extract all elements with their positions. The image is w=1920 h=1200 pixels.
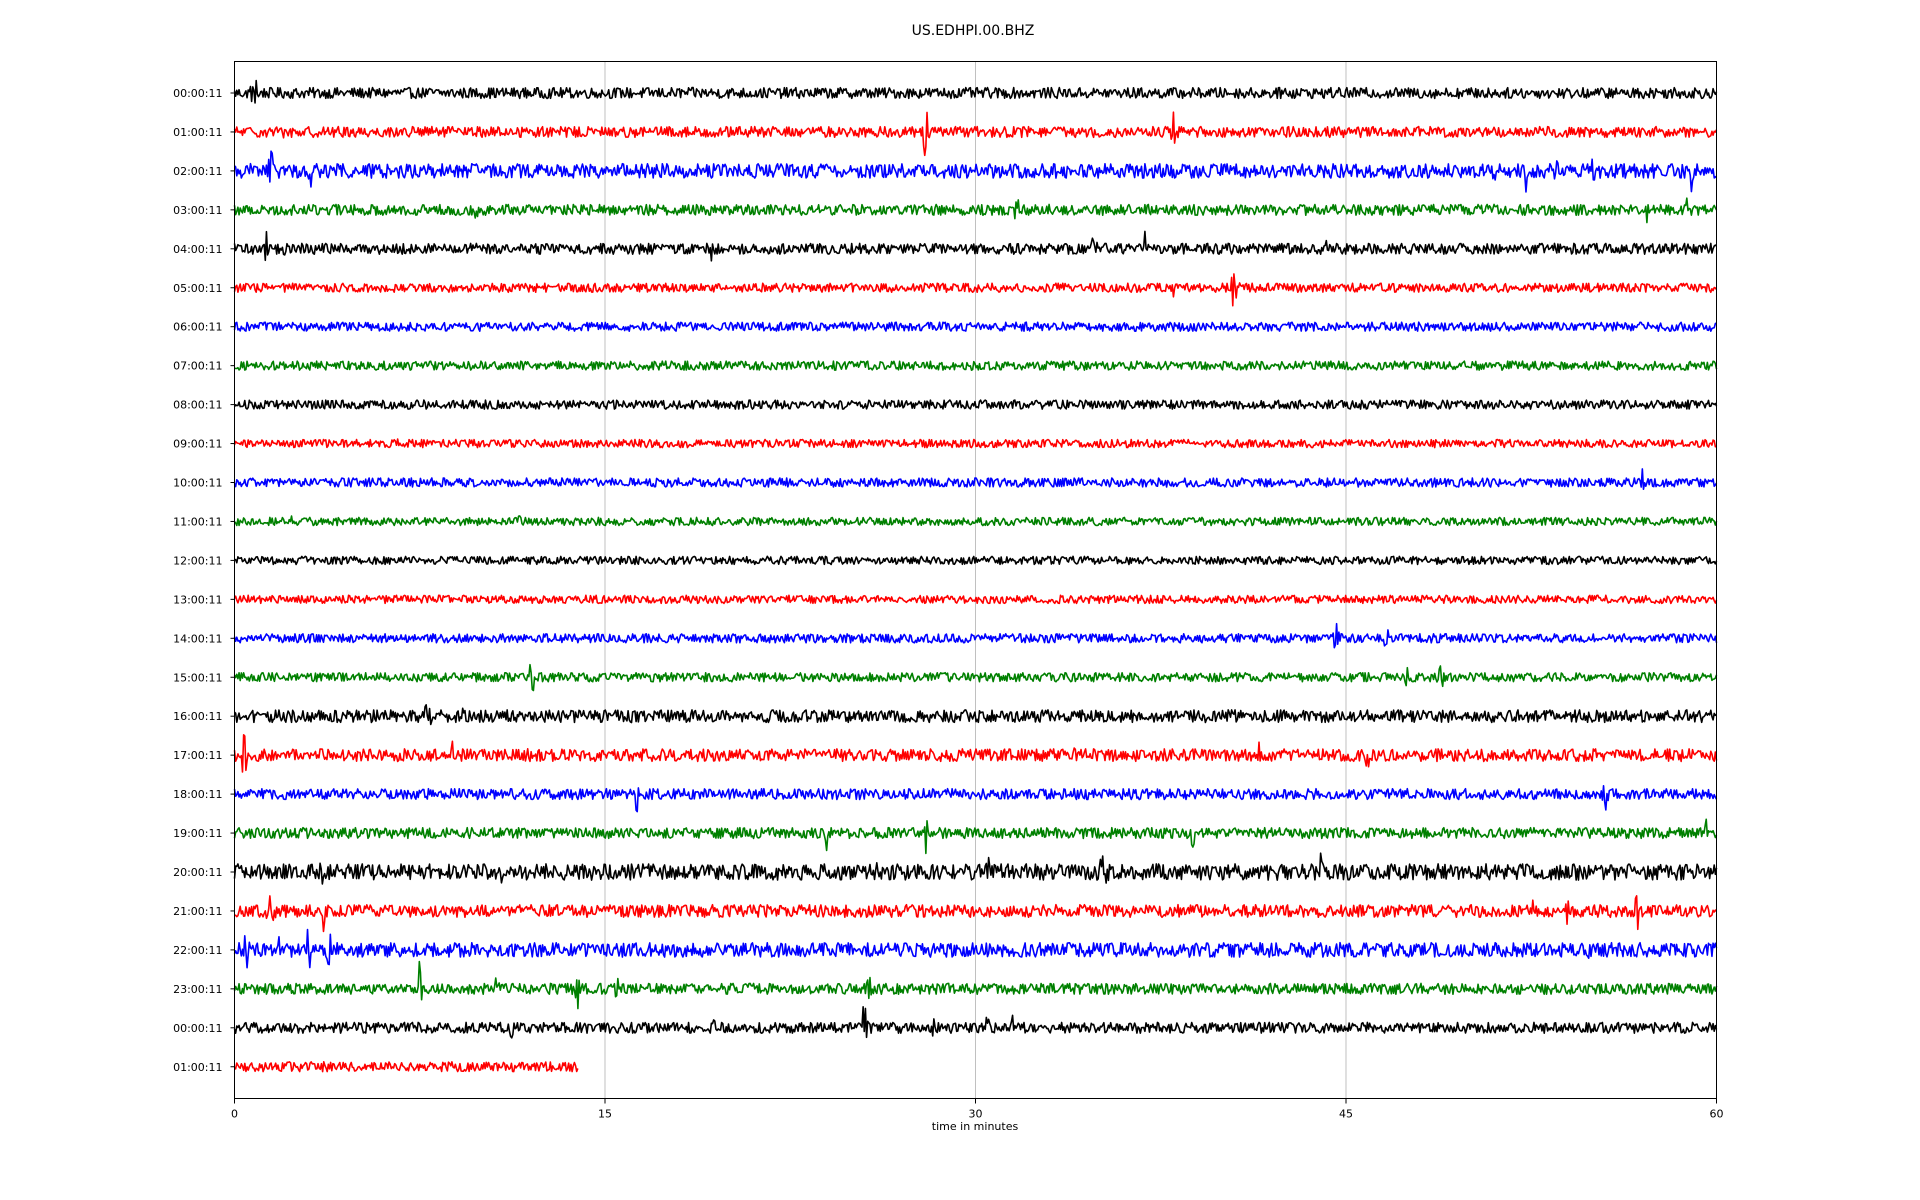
row-time-label: 19:00:11 (173, 827, 222, 840)
row-time-label: 11:00:11 (173, 515, 222, 528)
vertical-gridlines (604, 61, 1347, 1099)
seismogram-trace-row-8 (233, 399, 1718, 410)
row-time-label: 00:00:11 (173, 87, 222, 100)
x-tick-label: 45 (1339, 1108, 1353, 1121)
row-time-label: 20:00:11 (173, 866, 222, 879)
seismogram-trace-row-9 (233, 438, 1717, 449)
row-time-label: 04:00:11 (173, 243, 222, 256)
chart-title: US.EDHPI.00.BHZ (912, 23, 1035, 39)
row-time-label: 16:00:11 (173, 710, 222, 723)
seismogram-trace-row-24 (233, 1005, 1718, 1039)
row-time-label: 22:00:11 (173, 944, 222, 957)
row-time-label: 06:00:11 (173, 321, 222, 334)
seismogram-trace-row-23 (233, 960, 1718, 1010)
row-time-label: 13:00:11 (173, 593, 222, 606)
seismogram-trace-row-14 (233, 622, 1718, 649)
row-time-label: 21:00:11 (173, 905, 222, 918)
x-tick-label: 30 (969, 1108, 983, 1121)
row-time-label: 09:00:11 (173, 438, 222, 451)
seismogram-trace-row-12 (234, 555, 1718, 566)
row-time-labels: 00:00:11 01:00:11 02:00:11 03:00:11 04:00:11… (173, 87, 235, 1074)
seismogram-trace-row-20 (233, 852, 1718, 885)
seismogram-trace-row-7 (234, 360, 1718, 371)
x-tick-label: 60 (1710, 1108, 1724, 1121)
row-time-label: 03:00:11 (173, 204, 222, 217)
seismogram-trace-row-18 (233, 785, 1718, 813)
seismogram-trace-row-22 (233, 928, 1718, 969)
seismogram-trace-row-6 (233, 321, 1717, 332)
row-time-label: 07:00:11 (173, 360, 222, 373)
row-time-label: 02:00:11 (173, 165, 222, 178)
seismogram-trace-row-10 (233, 468, 1718, 491)
row-time-label: 01:00:11 (173, 1061, 222, 1074)
seismogram-trace-row-15 (233, 663, 1718, 692)
seismogram-trace-row-5 (233, 273, 1718, 307)
row-time-label: 15:00:11 (173, 671, 222, 684)
row-time-label: 10:00:11 (173, 477, 222, 490)
seismogram-traces (233, 79, 1718, 1073)
seismogram-trace-row-3 (233, 197, 1718, 224)
row-time-label: 12:00:11 (173, 554, 222, 567)
row-time-label: 00:00:11 (173, 1022, 222, 1035)
x-axis-ticks: 0 15 30 45 60 (231, 1098, 1724, 1121)
seismogram-trace-row-21 (234, 895, 1718, 933)
seismogram-trace-row-4 (233, 230, 1718, 262)
seismogram-trace-row-1 (233, 111, 1718, 157)
seismogram-trace-row-19 (233, 818, 1718, 855)
seismogram-trace-row-16 (233, 704, 1717, 726)
row-time-label: 01:00:11 (173, 126, 222, 139)
x-axis-label: time in minutes (932, 1120, 1019, 1133)
row-time-label: 17:00:11 (173, 749, 222, 762)
row-time-label: 08:00:11 (173, 399, 222, 412)
seismogram-trace-row-0 (233, 79, 1718, 104)
seismogram-trace-row-25 (233, 1061, 579, 1073)
seismogram-trace-row-17 (233, 734, 1718, 773)
seismogram-trace-row-13 (233, 594, 1718, 605)
row-time-label: 23:00:11 (173, 983, 222, 996)
seismogram-trace-row-11 (233, 515, 1718, 527)
row-time-label: 18:00:11 (173, 788, 222, 801)
row-time-label: 05:00:11 (173, 282, 222, 295)
x-tick-label: 0 (231, 1108, 238, 1121)
row-time-label: 14:00:11 (173, 632, 222, 645)
x-tick-label: 15 (598, 1108, 612, 1121)
seismogram-trace-row-2 (233, 150, 1718, 193)
